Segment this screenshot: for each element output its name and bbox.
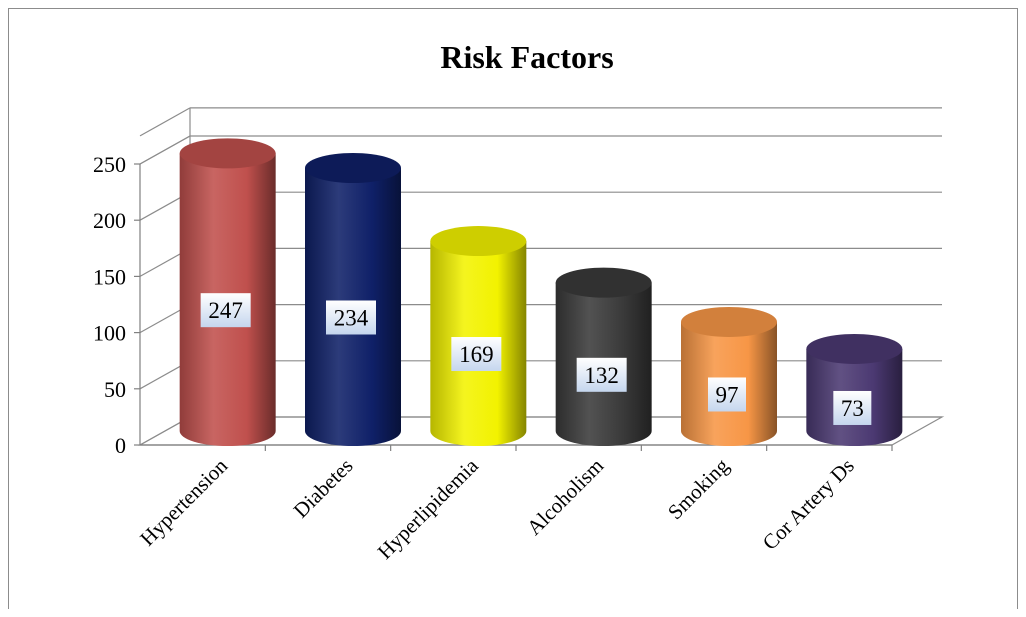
bar-hyperlipidemia xyxy=(430,226,527,446)
y-tick-label: 0 xyxy=(115,433,126,458)
data-label: 132 xyxy=(576,357,627,392)
bar-cor-artery-ds xyxy=(806,333,903,447)
y-tick-label: 50 xyxy=(104,377,126,402)
data-label-text: 97 xyxy=(716,382,739,407)
x-category-label: Hypertension xyxy=(135,453,232,550)
data-label-text: 169 xyxy=(459,342,494,367)
data-label-box xyxy=(708,377,746,412)
bar-top-cap xyxy=(806,333,903,364)
bar-top-cap xyxy=(681,306,777,337)
data-label: 97 xyxy=(708,377,746,412)
side-wall-edge xyxy=(139,135,191,165)
data-label-text: 247 xyxy=(208,298,243,323)
data-label-text: 73 xyxy=(841,396,864,421)
x-category-label: Hyperlipidemia xyxy=(373,453,484,564)
y-tick-label: 250 xyxy=(93,152,126,177)
data-label-text: 132 xyxy=(584,363,619,388)
y-tick-label: 150 xyxy=(93,264,126,289)
data-label: 169 xyxy=(451,337,502,372)
side-wall-top xyxy=(139,107,191,137)
bar-hypertension xyxy=(179,138,276,446)
x-category-label: Smoking xyxy=(663,453,734,524)
bar-smoking xyxy=(681,306,777,446)
bar-top-cap xyxy=(430,226,527,257)
chart-title: Risk Factors xyxy=(440,39,613,75)
data-label-box xyxy=(576,357,627,392)
data-label: 73 xyxy=(833,390,872,425)
data-label-box xyxy=(451,337,502,372)
data-label: 247 xyxy=(200,293,251,328)
bar-alcoholism xyxy=(555,267,652,447)
x-category-label: Diabetes xyxy=(289,454,358,523)
data-label-text: 234 xyxy=(334,305,369,330)
data-labels: 247 234 169 132 97 73 xyxy=(200,293,872,425)
data-label-box xyxy=(200,293,251,328)
data-label-box xyxy=(326,300,376,335)
data-label: 234 xyxy=(326,300,376,335)
bar-top-cap xyxy=(305,152,401,183)
bar-top-cap xyxy=(179,138,276,169)
y-tick-label: 100 xyxy=(93,321,126,346)
y-tick-label: 200 xyxy=(93,208,126,233)
bar-top-cap xyxy=(555,267,652,298)
data-label-box xyxy=(833,390,872,425)
bars xyxy=(179,138,903,447)
bar-diabetes xyxy=(305,152,401,446)
x-category-label: Alcoholism xyxy=(522,454,608,540)
x-category-label: Cor Artery Ds xyxy=(758,454,859,555)
